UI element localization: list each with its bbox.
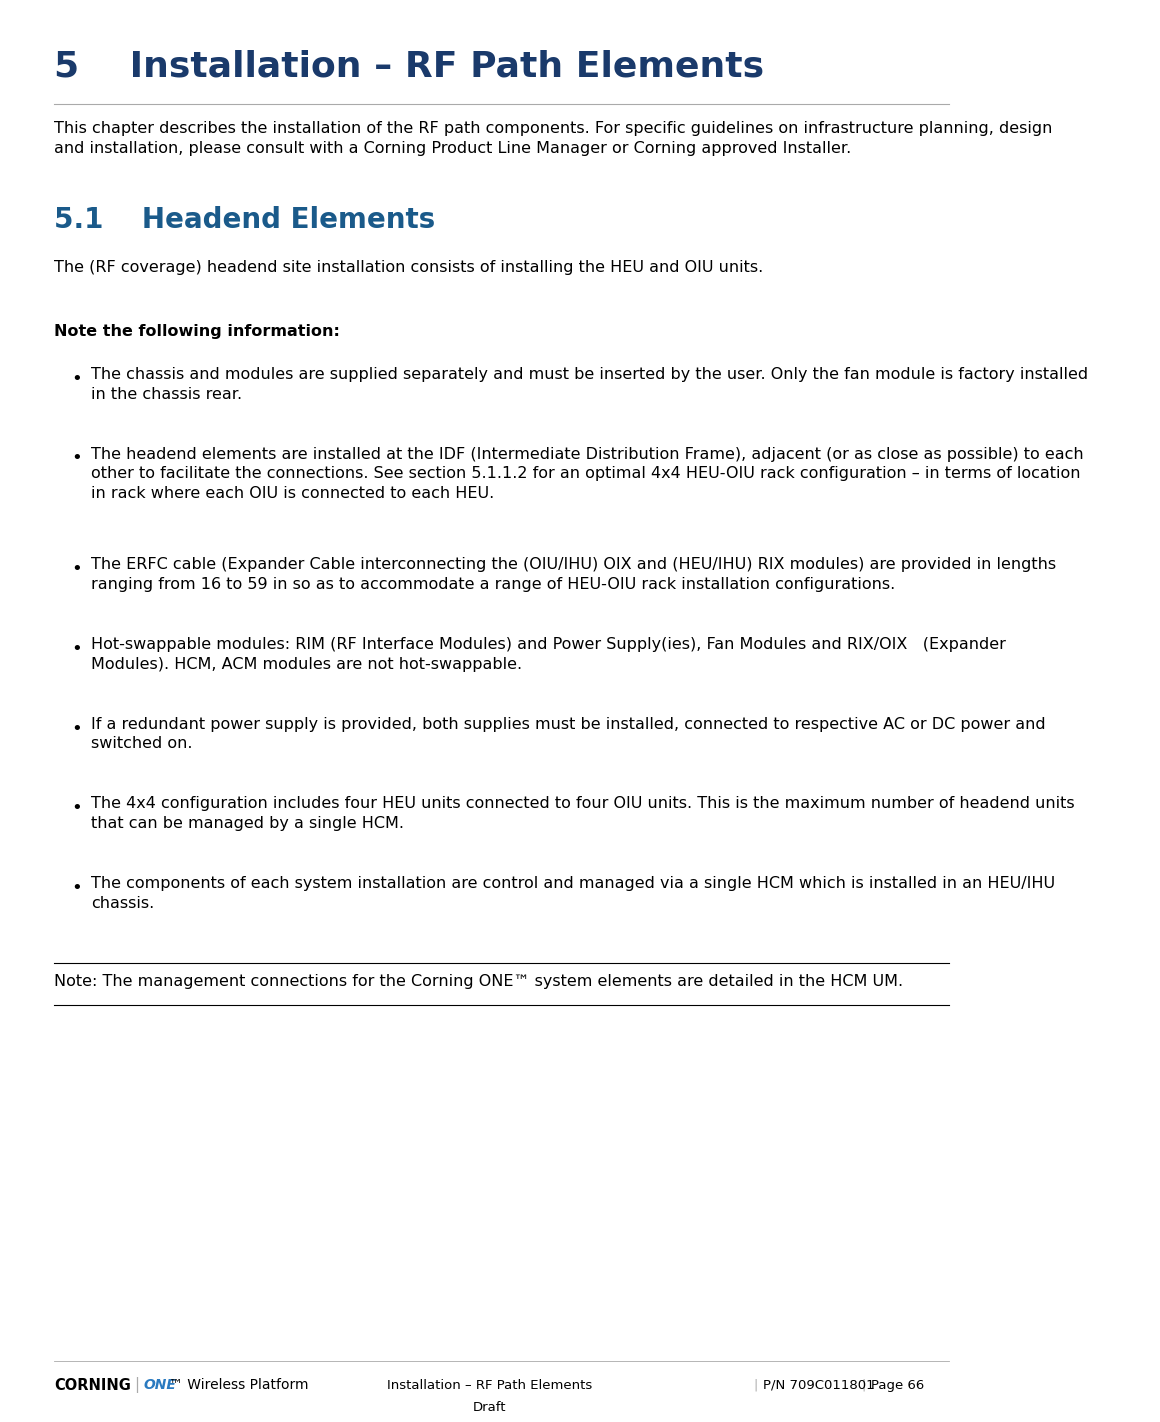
- Text: The chassis and modules are supplied separately and must be inserted by the user: The chassis and modules are supplied sep…: [90, 367, 1088, 401]
- Text: •: •: [72, 799, 82, 818]
- Text: The (RF coverage) headend site installation consists of installing the HEU and O: The (RF coverage) headend site installat…: [53, 260, 763, 276]
- Text: |: |: [861, 1378, 865, 1392]
- Text: Note the following information:: Note the following information:: [53, 324, 340, 340]
- Text: ™ Wireless Platform: ™ Wireless Platform: [169, 1378, 309, 1392]
- Text: •: •: [72, 370, 82, 388]
- Text: •: •: [72, 449, 82, 468]
- Text: |: |: [753, 1378, 757, 1392]
- Text: This chapter describes the installation of the RF path components. For specific : This chapter describes the installation …: [53, 121, 1052, 155]
- Text: ONE: ONE: [144, 1378, 176, 1392]
- Text: The headend elements are installed at the IDF (Intermediate Distribution Frame),: The headend elements are installed at th…: [90, 447, 1083, 501]
- Text: If a redundant power supply is provided, both supplies must be installed, connec: If a redundant power supply is provided,…: [90, 717, 1045, 751]
- Text: Note: The management connections for the Corning ONE™ system elements are detail: Note: The management connections for the…: [53, 974, 902, 990]
- Text: •: •: [72, 560, 82, 579]
- Text: Page 66: Page 66: [871, 1378, 923, 1392]
- Text: Installation – RF Path Elements: Installation – RF Path Elements: [386, 1378, 592, 1392]
- Text: The ERFC cable (Expander Cable interconnecting the (OIU/IHU) OIX and (HEU/IHU) R: The ERFC cable (Expander Cable interconn…: [90, 557, 1056, 592]
- Text: •: •: [72, 720, 82, 738]
- Text: •: •: [72, 879, 82, 897]
- Text: Hot-swappable modules: RIM (RF Interface Modules) and Power Supply(ies), Fan Mod: Hot-swappable modules: RIM (RF Interface…: [90, 637, 1006, 671]
- Text: CORNING: CORNING: [53, 1378, 131, 1392]
- Text: •: •: [72, 640, 82, 658]
- Text: |: |: [135, 1376, 139, 1394]
- Text: P/N 709C011801: P/N 709C011801: [763, 1378, 875, 1392]
- Text: Draft: Draft: [472, 1401, 506, 1415]
- Text: The 4x4 configuration includes four HEU units connected to four OIU units. This : The 4x4 configuration includes four HEU …: [90, 796, 1074, 830]
- Text: 5    Installation – RF Path Elements: 5 Installation – RF Path Elements: [53, 50, 764, 84]
- Text: The components of each system installation are control and managed via a single : The components of each system installati…: [90, 876, 1056, 910]
- Text: 5.1    Headend Elements: 5.1 Headend Elements: [53, 206, 435, 235]
